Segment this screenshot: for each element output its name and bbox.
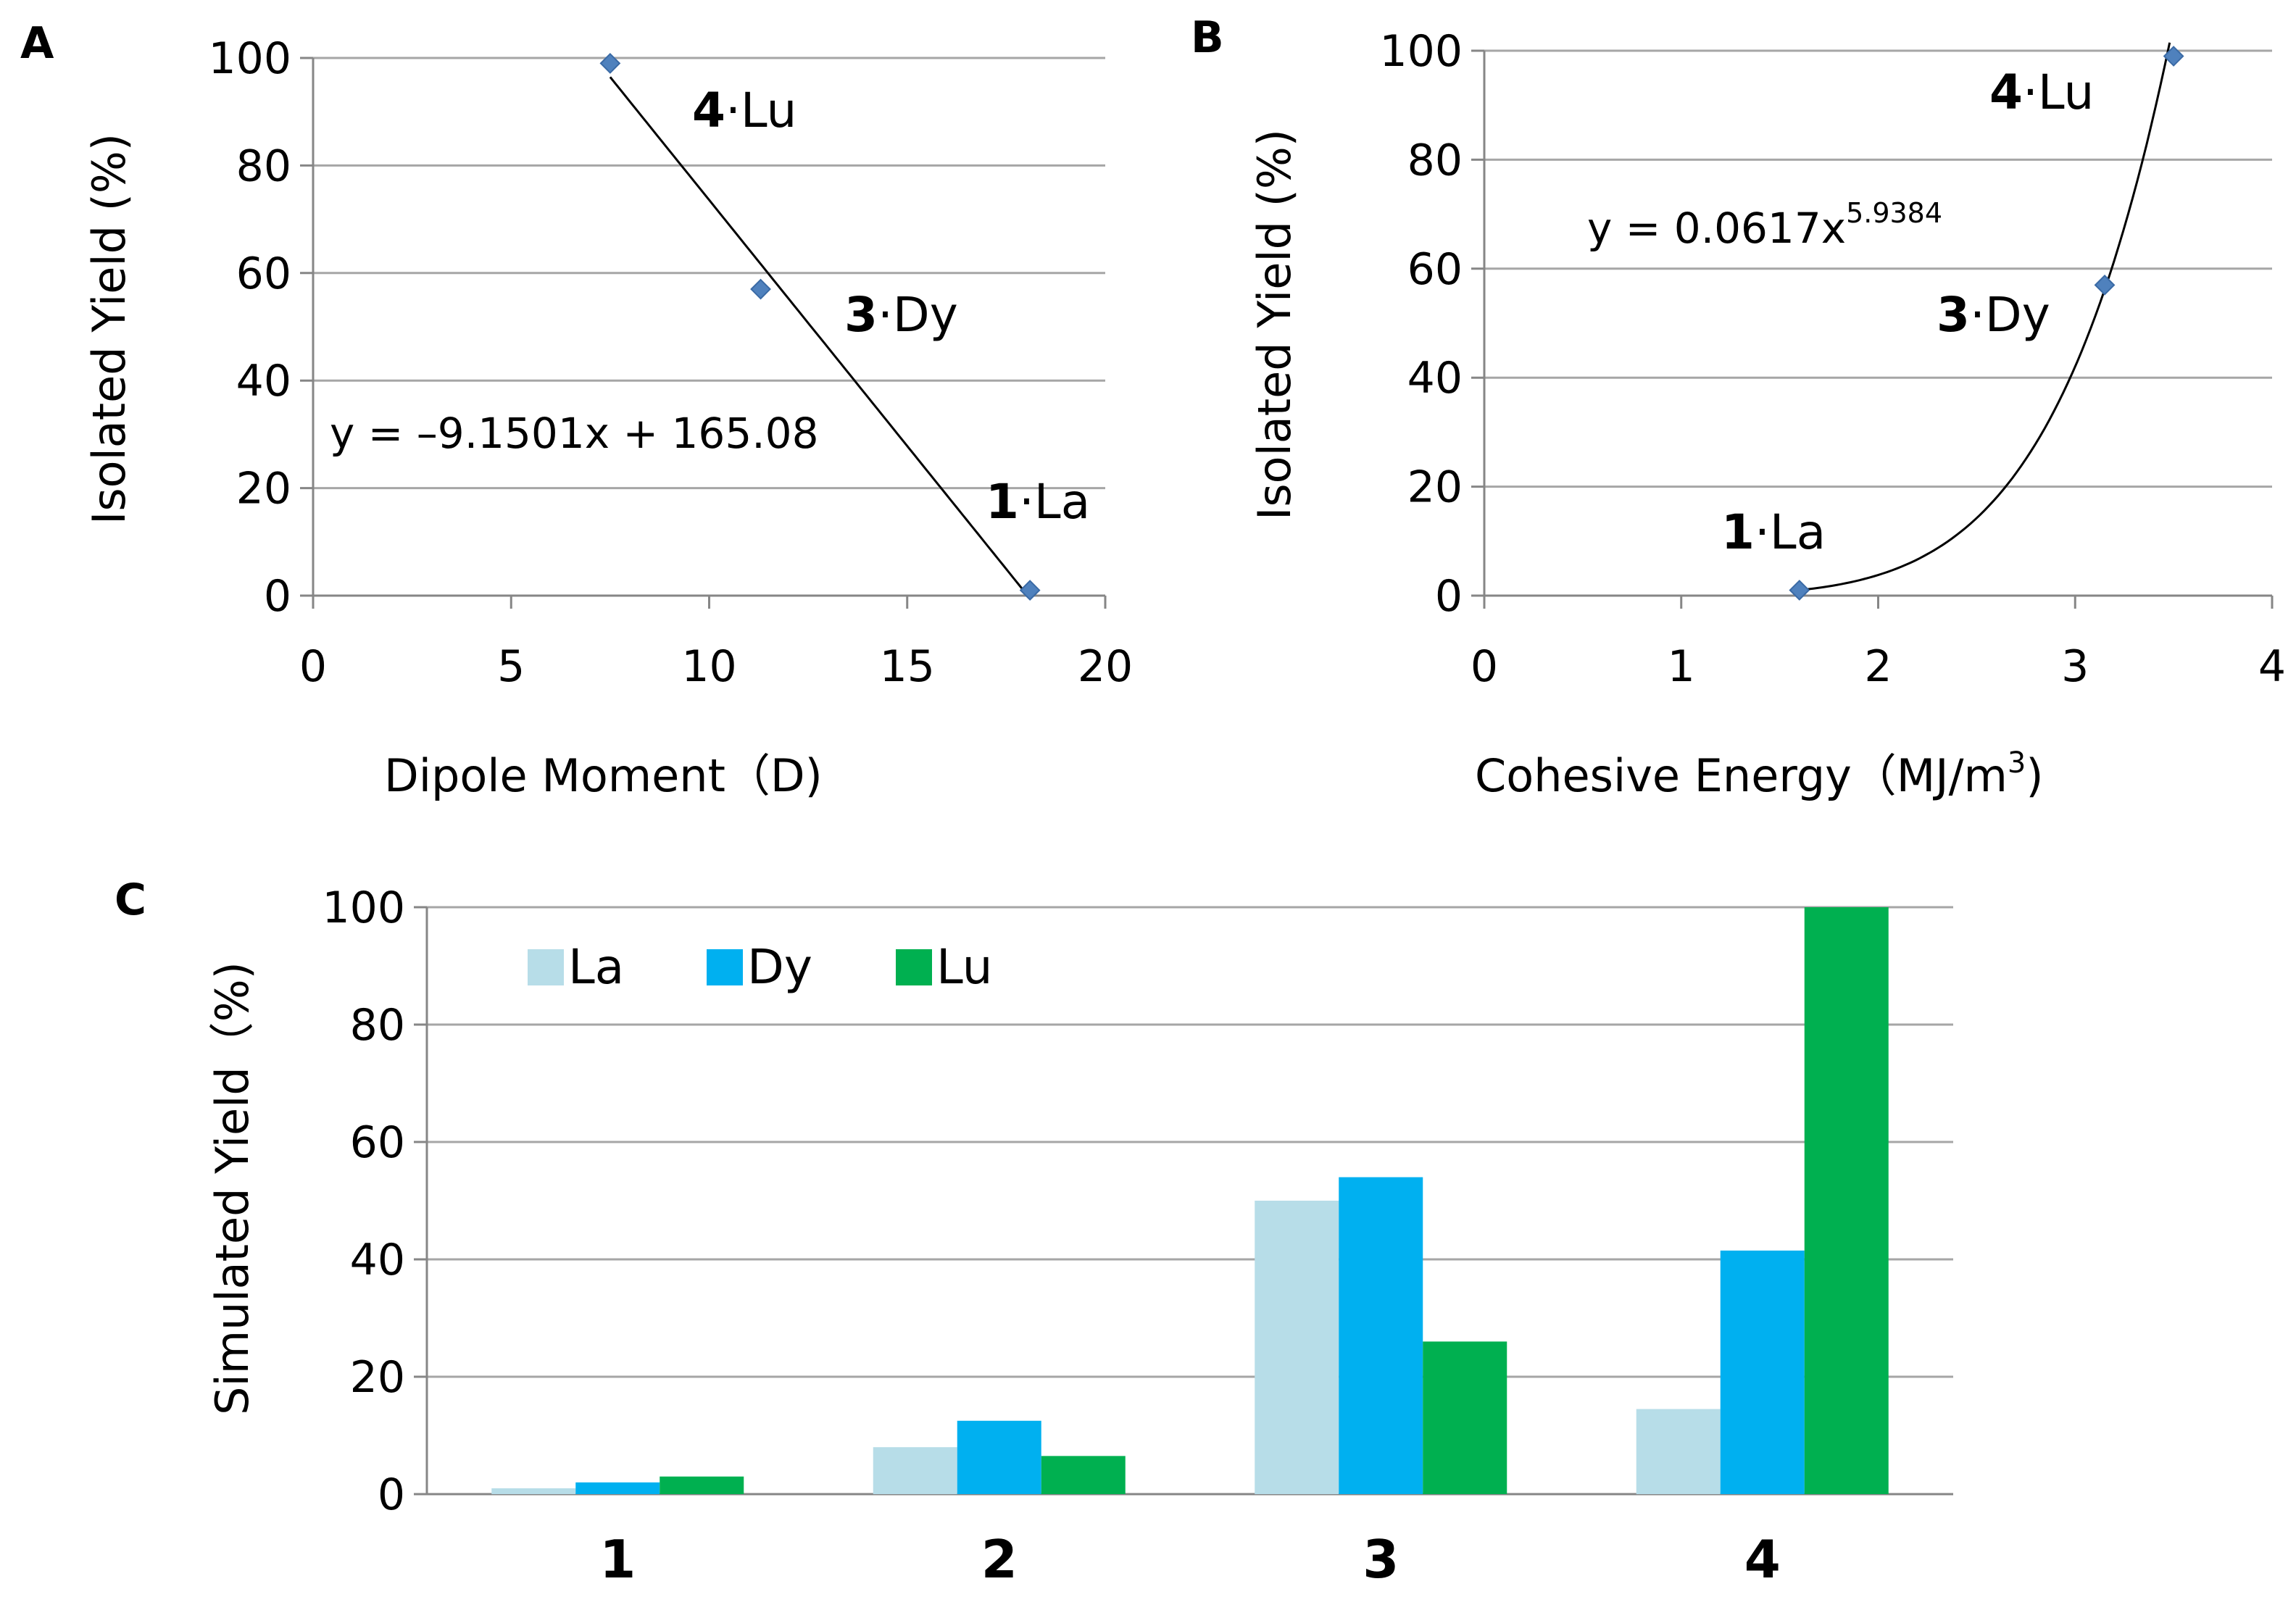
data-point: [1019, 580, 1041, 601]
x-axis-title: Dipole Moment（D): [384, 749, 823, 802]
panel-label-b: B: [1191, 12, 1224, 63]
bar-lu: [1804, 907, 1889, 1494]
x-tick-label: 4: [1744, 1529, 1781, 1590]
y-tick-label: 20: [236, 464, 291, 514]
point-label-1-la: 1·La: [986, 474, 1090, 530]
y-tick-label: 100: [1379, 26, 1463, 77]
y-tick-label: 40: [1407, 353, 1463, 404]
bars: [491, 907, 1889, 1494]
fit-equation: y = 0.0617x5.9384: [1587, 197, 1942, 253]
y-tick-label: 80: [1407, 135, 1463, 185]
x-axis-title: Cohesive Energy（MJ/m3): [1475, 746, 2044, 802]
bar-la: [873, 1447, 957, 1494]
x-tick-label: 1: [599, 1529, 636, 1590]
data-point: [599, 53, 621, 74]
panel-label-c: C: [115, 875, 146, 925]
data-point: [750, 278, 771, 300]
y-tick-label: 0: [378, 1469, 405, 1520]
x-tick-label: 4: [2258, 641, 2286, 692]
x-tick-label: 2: [1864, 641, 1892, 692]
x-tick-label: 1: [1668, 641, 1695, 692]
y-tick-label: 40: [350, 1235, 405, 1285]
fit-equation: y = –9.1501x + 165.08: [330, 409, 818, 458]
chart-panel-b: 0 20 40 60 80 100 0 1 2 3 4 Isolated Yield (%) Co…: [1248, 26, 2286, 802]
axes: [300, 57, 1107, 609]
data-point: [2163, 46, 2184, 67]
point-label-4-lu: 4·Lu: [692, 83, 796, 138]
x-tick-label: 3: [1363, 1529, 1399, 1590]
panel-label-a: A: [20, 18, 54, 69]
data-points: [599, 53, 1041, 601]
x-tick-label: 15: [880, 641, 935, 692]
x-tick-label: 5: [497, 641, 525, 692]
legend-swatch-dy: [707, 949, 743, 985]
y-tick-labels: 0 20 40 60 80 100: [1379, 26, 1463, 622]
y-axis-title: Isolated Yield (%): [83, 133, 136, 525]
bar-lu: [1423, 1341, 1507, 1494]
y-tick-label: 60: [1407, 244, 1463, 295]
bar-dy: [1339, 1177, 1423, 1494]
legend-swatch-lu: [896, 949, 932, 985]
y-tick-label: 20: [350, 1352, 405, 1403]
grid: [313, 57, 1105, 490]
legend-label-dy: Dy: [747, 939, 812, 995]
x-tick-labels: 1 2 3 4: [599, 1529, 1781, 1590]
trendline: [609, 76, 1031, 599]
y-tick-label: 80: [236, 141, 291, 191]
y-tick-label: 60: [236, 249, 291, 299]
legend-label-lu: Lu: [936, 939, 992, 995]
data-point: [1789, 580, 1810, 601]
point-label-4-lu: 4·Lu: [1989, 64, 2094, 120]
axes: [1471, 49, 2274, 609]
data-points: [1789, 46, 2184, 601]
legend-label-la: La: [568, 939, 624, 995]
x-tick-label: 0: [299, 641, 327, 692]
grid: [427, 906, 1953, 1378]
grid: [1484, 49, 2272, 488]
point-label-3-dy: 3·Dy: [1937, 287, 2050, 343]
x-tick-label: 0: [1471, 641, 1498, 692]
y-tick-label: 40: [236, 356, 291, 407]
x-tick-label: 2: [981, 1529, 1018, 1590]
data-point: [2094, 274, 2116, 296]
chart-panel-c: 0 20 40 60 80 100 1 2 3 4 La Dy Lu Simulated Yield…: [206, 883, 1953, 1590]
y-tick-labels: 0 20 40 60 80 100: [208, 33, 291, 622]
bar-dy: [957, 1420, 1041, 1494]
point-label-1-la: 1·La: [1721, 504, 1826, 560]
y-tick-label: 100: [322, 883, 405, 933]
x-tick-label: 20: [1078, 641, 1133, 692]
x-tick-label: 3: [2061, 641, 2089, 692]
y-tick-label: 0: [264, 571, 291, 622]
y-tick-label: 80: [350, 1000, 405, 1051]
y-axis-title: Simulated Yield（%): [206, 962, 259, 1415]
bar-la: [1255, 1201, 1339, 1494]
bar-la: [491, 1488, 576, 1494]
y-axis-title: Isolated Yield (%): [1248, 129, 1301, 520]
bar-lu: [1041, 1456, 1126, 1494]
bar-dy: [1720, 1250, 1805, 1494]
x-tick-labels: 0 1 2 3 4: [1471, 641, 2286, 692]
y-tick-label: 0: [1435, 571, 1463, 622]
x-tick-label: 10: [681, 641, 736, 692]
bar-dy: [575, 1482, 660, 1494]
chart-panel-a: 0 20 40 60 80 100 0 5 10 15 20 Isolated Yield (%)…: [83, 33, 1133, 802]
y-tick-label: 20: [1407, 462, 1463, 513]
bar-lu: [660, 1476, 744, 1494]
legend-swatch-la: [528, 949, 564, 985]
bar-la: [1636, 1409, 1721, 1494]
y-tick-label: 60: [350, 1117, 405, 1168]
legend: La Dy Lu: [528, 939, 992, 995]
y-tick-label: 100: [208, 33, 291, 84]
point-label-3-dy: 3·Dy: [844, 287, 958, 343]
fit-line: [609, 76, 1031, 599]
y-tick-labels: 0 20 40 60 80 100: [322, 883, 405, 1520]
x-tick-labels: 0 5 10 15 20: [299, 641, 1133, 692]
